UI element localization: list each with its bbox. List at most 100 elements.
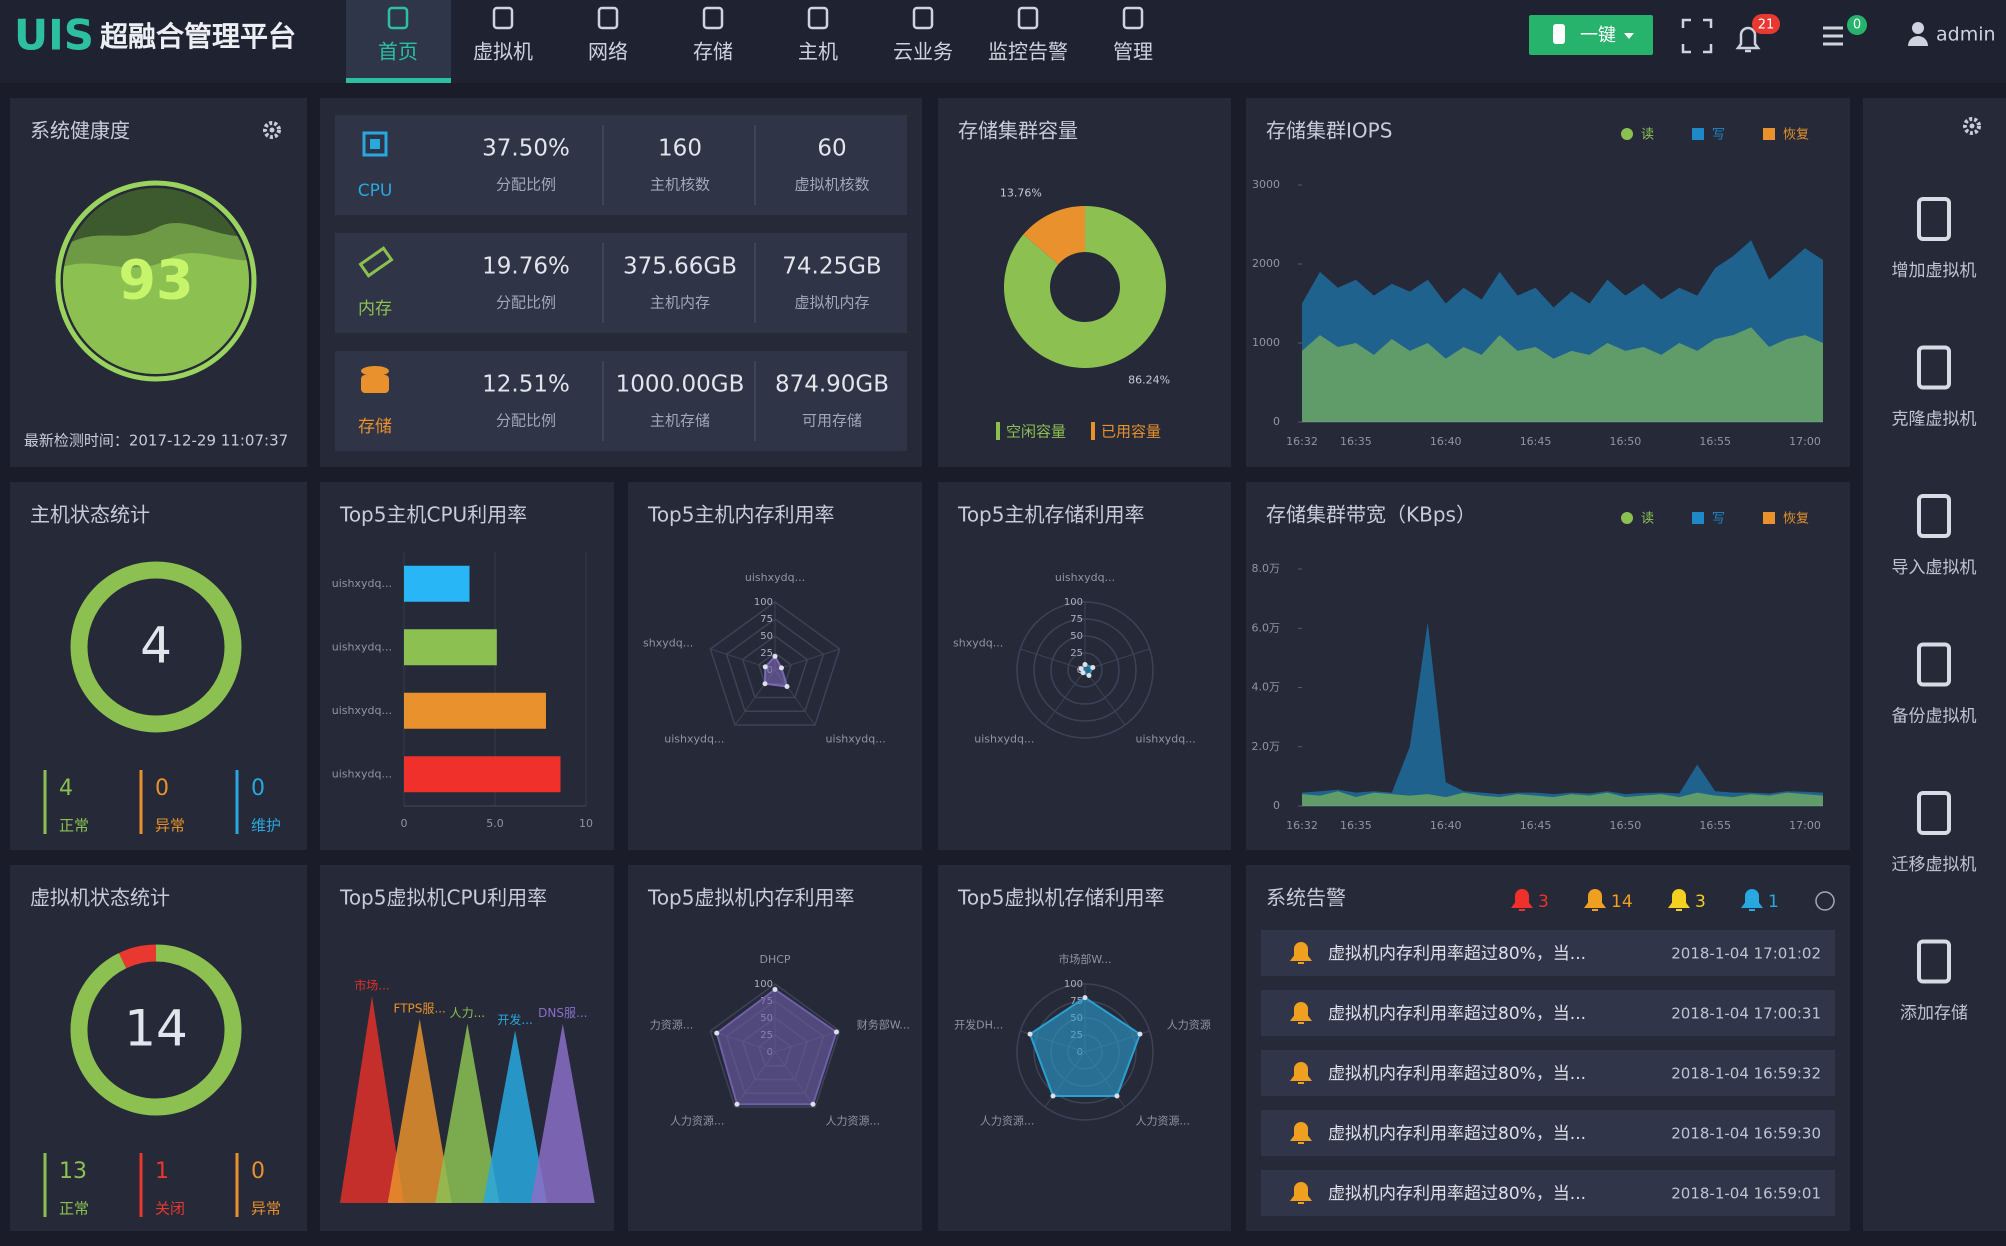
nav-item[interactable]: 监控告警 [988, 40, 1068, 64]
status-value: 0 [251, 776, 265, 801]
status-ring [70, 561, 242, 733]
radar-vertex [1086, 673, 1092, 679]
radar-vertex [1050, 1093, 1056, 1099]
chart-panel-canvas: 存储集群容量 86.24% 13.76% 空闲容量 已用容量 [958, 119, 1170, 441]
alarm-row[interactable] [1261, 1170, 1835, 1216]
peak [387, 1019, 452, 1203]
health-panel: 系统健康度 93 最新检测时间：2017-12-29 11:07:37 [10, 98, 307, 467]
radar-area [1028, 996, 1142, 1098]
radar-indicator: 人力资源... [980, 1114, 1035, 1128]
chart-panel: Top5虚拟机存储利用率0255075100市场部W...人力资源人力资源...… [938, 865, 1231, 1231]
cpu-icon-core [370, 139, 380, 149]
action-label[interactable]: 添加存储 [1900, 1004, 1968, 1024]
radar-vertex [833, 1029, 839, 1035]
alarm-row[interactable] [1261, 1110, 1835, 1156]
message-icon[interactable] [1823, 26, 1843, 46]
radar-area [715, 988, 838, 1106]
nav-icon [387, 6, 409, 30]
alarm-icon [1290, 1062, 1312, 1084]
action-icon[interactable] [1917, 642, 1951, 687]
resource-label: 虚拟机核数 [794, 176, 869, 194]
radar-axis [1020, 648, 1086, 671]
action-label[interactable]: 备份虚拟机 [1892, 707, 1977, 727]
chart-panel: Top5虚拟机CPU利用率 市场... FTPS服... 人力... 开发... DNS服… [320, 865, 614, 1231]
storage-icon [361, 366, 389, 376]
x-tick-label: 10 [579, 817, 593, 830]
chart-panel-canvas: Top5虚拟机内存利用率0255075100DHCP财务部W...人力资源...… [647, 886, 910, 1128]
chart-title: Top5虚拟机内存利用率 [647, 886, 854, 910]
nav-active-bar [346, 78, 451, 83]
legend-label: 读 [1641, 512, 1654, 527]
quick-button-label[interactable]: 一键 [1580, 25, 1616, 46]
radar-area [763, 654, 789, 688]
radar-indicator: 人力资源... [826, 1114, 881, 1128]
legend-label: 写 [1712, 128, 1725, 143]
pie-label: 86.24% [1128, 374, 1170, 387]
pie-label: 13.76% [1000, 186, 1042, 199]
chart-panel: Top5虚拟机内存利用率0255075100DHCP财务部W...人力资源...… [628, 865, 922, 1231]
radar-axis [1084, 669, 1126, 726]
sidebar: 增加虚拟机克隆虚拟机导入虚拟机备份虚拟机迁移虚拟机添加存储 [1863, 98, 2006, 1231]
radar-indicator: uishxydq... [826, 733, 886, 746]
chart-panel: 存储集群容量 86.24% 13.76% 空闲容量 已用容量 [938, 98, 1231, 467]
legend-label: 空闲容量 [1006, 423, 1066, 441]
nav-item[interactable]: 主机 [798, 40, 838, 64]
chart-panel: Top5主机存储利用率0255075100uishxydq...uishxydq… [938, 482, 1231, 850]
user-icon-body [1908, 36, 1928, 46]
nav-item[interactable]: 首页 [378, 40, 418, 64]
action-label[interactable]: 增加虚拟机 [1892, 261, 1977, 281]
user-icon-head [1912, 22, 1924, 34]
nav-item[interactable]: 管理 [1113, 40, 1153, 64]
y-category-label: uishxydq... [332, 704, 392, 717]
status-total: 4 [140, 617, 172, 675]
action-icon[interactable] [1917, 939, 1951, 984]
action-icon[interactable] [1917, 791, 1951, 835]
action-label[interactable]: 克隆虚拟机 [1892, 410, 1977, 430]
alarm-icon [1290, 1182, 1312, 1204]
action-icon[interactable] [1917, 494, 1951, 538]
area [1302, 622, 1823, 806]
alarm-level-icon [1668, 889, 1690, 911]
x-tick-label: 16:55 [1699, 819, 1731, 832]
x-tick-label: 16:35 [1340, 435, 1372, 448]
bar [404, 629, 497, 666]
fullscreen-icon[interactable] [1681, 18, 1713, 54]
nav-item[interactable]: 云业务 [893, 40, 953, 64]
radar-tick-label: 100 [754, 597, 773, 608]
vms-panel-canvas: 虚拟机状态统计 14 13 正常 1 关闭 0 异常 [30, 886, 281, 1218]
message-count: 0 [1853, 18, 1861, 33]
alarm-row[interactable] [1261, 990, 1835, 1036]
action-label[interactable]: 迁移虚拟机 [1892, 855, 1977, 875]
resource-value: 1000.00GB [616, 372, 745, 398]
alert-badge [1752, 14, 1780, 34]
resource-value: 60 [817, 136, 846, 162]
chart-title: Top5虚拟机CPU利用率 [339, 886, 547, 910]
radar-tick-label: 100 [1064, 597, 1083, 608]
alarm-row[interactable] [1261, 1050, 1835, 1096]
settings-icon[interactable] [263, 121, 281, 139]
resource-panel: CPU 37.50% 分配比例 160 主机核数 60 虚拟机核数 内存 19.76% 分配比例 3… [320, 98, 922, 467]
alarm-level-icon [1741, 889, 1763, 911]
resource-name: CPU [358, 181, 393, 201]
bar [404, 756, 561, 793]
nav-item[interactable]: 虚拟机 [473, 40, 533, 64]
action-label[interactable]: 导入虚拟机 [1892, 558, 1977, 578]
nav-item[interactable]: 存储 [693, 40, 733, 64]
panel-title: 虚拟机状态统计 [30, 886, 170, 910]
x-tick-label: 16:32 [1286, 819, 1318, 832]
radar-vertex [1027, 1031, 1033, 1037]
status-label: 关闭 [155, 1200, 185, 1218]
settings-icon[interactable] [1963, 117, 1981, 135]
more-button[interactable] [1815, 891, 1835, 911]
alarm-row[interactable] [1261, 930, 1835, 976]
action-icon[interactable] [1917, 197, 1951, 241]
nav-item[interactable]: 网络 [588, 40, 628, 64]
logo: UIS [14, 11, 94, 60]
user-name[interactable]: admin [1936, 24, 1996, 46]
action-icon[interactable] [1917, 345, 1951, 390]
status-value: 4 [59, 776, 73, 801]
y-category-label: uishxydq... [332, 767, 392, 780]
alert-icon[interactable] [1735, 26, 1761, 53]
hosts-panel: 主机状态统计 4 4 正常 0 异常 0 维护 [10, 482, 307, 850]
